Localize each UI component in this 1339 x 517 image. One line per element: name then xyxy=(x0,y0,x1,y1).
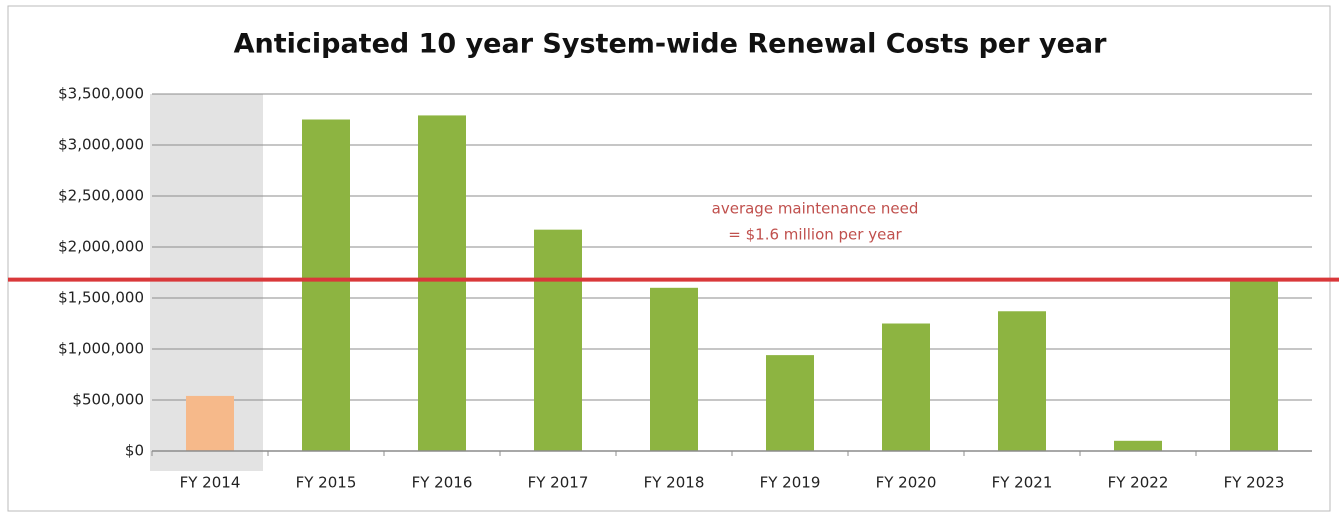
annotation: average maintenance need xyxy=(712,200,919,218)
y-tick-label: $0 xyxy=(125,442,144,460)
bar xyxy=(766,355,814,451)
bar xyxy=(1230,279,1278,451)
x-tick-label: FY 2016 xyxy=(412,474,473,492)
x-tick-label: FY 2014 xyxy=(180,474,241,492)
y-tick-label: $2,500,000 xyxy=(58,187,144,205)
x-tick-label: FY 2018 xyxy=(644,474,705,492)
x-tick-label: FY 2015 xyxy=(296,474,357,492)
y-tick-label: $3,500,000 xyxy=(58,85,144,103)
bar xyxy=(418,115,466,452)
y-tick-label: $500,000 xyxy=(72,391,144,409)
y-tick-label: $1,000,000 xyxy=(58,340,144,358)
bar xyxy=(186,395,234,451)
x-tick-label: FY 2020 xyxy=(876,474,937,492)
bar xyxy=(882,323,930,451)
y-tick-label: $3,000,000 xyxy=(58,136,144,154)
bar xyxy=(534,229,582,451)
annotation: = $1.6 million per year xyxy=(728,226,902,244)
bar xyxy=(998,311,1046,451)
x-tick-label: FY 2021 xyxy=(992,474,1053,492)
y-tick-label: $1,500,000 xyxy=(58,289,144,307)
bar xyxy=(650,287,698,451)
x-tick-label: FY 2022 xyxy=(1108,474,1169,492)
x-tick-label: FY 2017 xyxy=(528,474,589,492)
x-tick-label: FY 2023 xyxy=(1224,474,1285,492)
x-tick-label: FY 2019 xyxy=(760,474,821,492)
bar xyxy=(1114,440,1162,451)
chart-title: Anticipated 10 year System-wide Renewal … xyxy=(234,29,1108,60)
bar xyxy=(302,119,350,451)
y-tick-label: $2,000,000 xyxy=(58,238,144,256)
